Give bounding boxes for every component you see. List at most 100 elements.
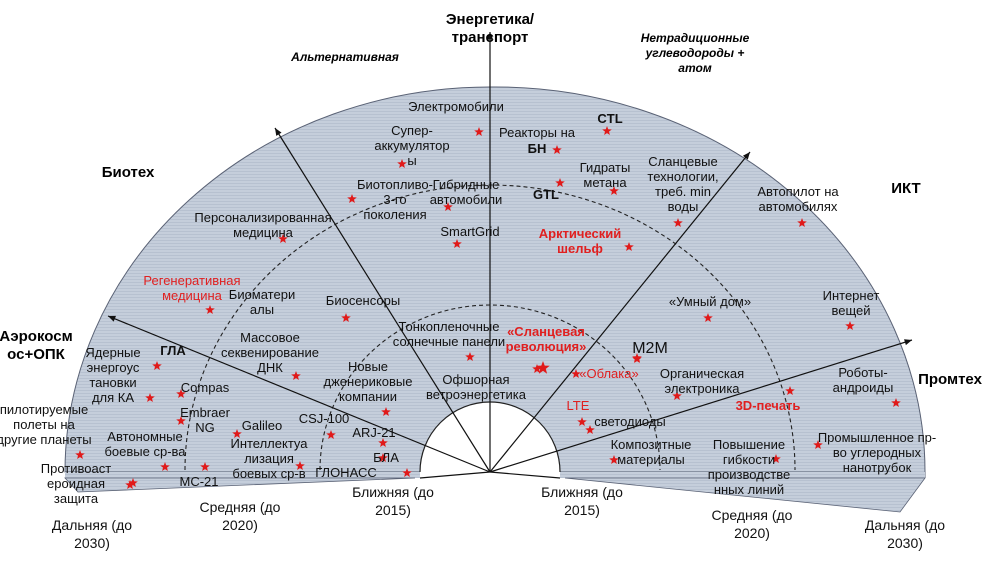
star-dna bbox=[291, 371, 301, 380]
star-shalerev bbox=[532, 364, 542, 373]
base-left bbox=[65, 472, 420, 478]
label-smartgrid: SmartGrid bbox=[440, 224, 499, 239]
label-electromobili: Электромобили bbox=[408, 99, 504, 114]
label-shale: Сланцевые технологии, треб. min воды bbox=[647, 154, 718, 214]
label-flex: Повышение гибкости производстве нных линий bbox=[708, 437, 790, 497]
label-m2m: M2M bbox=[632, 340, 668, 357]
label-reactors: Реакторы на bbox=[499, 125, 576, 140]
label-horizon-mid-left: Средняя (до 2020) bbox=[200, 499, 281, 533]
label-autoarms: Автономные боевые ср-ва bbox=[104, 429, 186, 459]
axis-aero bbox=[107, 315, 491, 473]
label-sector-nontrad: Нетрадиционные углеводороды + атом bbox=[641, 31, 750, 75]
base-right-edge bbox=[564, 477, 926, 513]
axis-right-base bbox=[489, 471, 561, 479]
star-clouds bbox=[571, 369, 581, 378]
star-bla bbox=[378, 453, 388, 462]
star-robots bbox=[891, 398, 901, 407]
star-antiast bbox=[128, 478, 138, 487]
star-arj bbox=[378, 438, 388, 447]
star-bn bbox=[552, 145, 562, 154]
label-biomat: Биоматери алы bbox=[229, 287, 295, 317]
label-horizon-near-right: Ближняя (до 2015) bbox=[541, 484, 623, 518]
label-horizon-near-left: Ближняя (до 2015) bbox=[352, 484, 434, 518]
label-ctl: CTL bbox=[597, 111, 622, 126]
label-print3d: 3D-печать bbox=[736, 398, 801, 413]
label-smarthome: «Умный дом» bbox=[669, 294, 751, 309]
label-arctic: Арктический шельф bbox=[539, 226, 622, 256]
axis-energy-head bbox=[486, 32, 494, 40]
label-csj: CSJ-100 bbox=[299, 411, 350, 426]
label-mc21: МС-21 bbox=[179, 474, 218, 489]
axis-prom bbox=[489, 339, 913, 473]
star-autopilot bbox=[797, 218, 807, 227]
star-print3d bbox=[785, 386, 795, 395]
label-nanotubes: Промышленное пр-во углеродных нанотрубок bbox=[818, 430, 936, 475]
label-newgen: Новые дженериковые компании bbox=[324, 359, 413, 404]
label-persmed: Персонализированная медицина bbox=[194, 210, 331, 240]
label-manned: пилотируемые полеты на другие планеты bbox=[0, 402, 92, 447]
star-gtl bbox=[555, 178, 565, 187]
label-sector-biotech: Биотех bbox=[102, 164, 155, 181]
label-glonass: ГЛОНАСС bbox=[315, 465, 377, 480]
star-thinfilm bbox=[465, 352, 475, 361]
star-organic bbox=[672, 391, 682, 400]
star-smarthome bbox=[703, 313, 713, 322]
axis-ict bbox=[489, 151, 751, 473]
label-sector-prom: Промтех bbox=[918, 371, 982, 388]
label-biosens: Биосенсоры bbox=[326, 293, 400, 308]
label-sector-energy: Энергетика/транспорт bbox=[446, 11, 535, 46]
star-lte bbox=[577, 417, 587, 426]
label-horizon-far-left: Дальняя (до 2030) bbox=[52, 517, 132, 551]
label-lte: LTE bbox=[567, 398, 590, 413]
star-arctic bbox=[624, 242, 634, 251]
star-superaccum bbox=[397, 159, 407, 168]
label-arj: ARJ-21 bbox=[352, 425, 395, 440]
axis-ict-head bbox=[742, 152, 750, 160]
star-hydrates bbox=[609, 186, 619, 195]
label-shalerev: «Сланцевая революция» bbox=[506, 324, 587, 354]
star-extra-2 bbox=[632, 354, 642, 363]
star-electromobili bbox=[474, 127, 484, 136]
star-glonass bbox=[402, 468, 412, 477]
label-intel: Интеллектуа лизация боевых ср-в bbox=[230, 436, 308, 481]
axis-prom-head bbox=[904, 339, 912, 346]
label-antiast: Противоаст ероидная защита bbox=[41, 461, 111, 506]
star-flex bbox=[771, 454, 781, 463]
axis-alternative-head bbox=[275, 128, 282, 136]
label-leds: светодиоды bbox=[594, 414, 666, 429]
axis-alternative bbox=[274, 127, 491, 473]
star-biofuel bbox=[347, 194, 357, 203]
star-shale bbox=[673, 218, 683, 227]
label-sector-alt: Альтернативная bbox=[290, 50, 399, 64]
star-intel bbox=[295, 461, 305, 470]
star-extra-1 bbox=[536, 361, 550, 374]
label-compas: Compas bbox=[181, 380, 230, 395]
label-horizon-mid-right: Средняя (до 2020) bbox=[712, 507, 793, 541]
label-gtl: GTL bbox=[533, 187, 559, 202]
star-embraer bbox=[176, 416, 186, 425]
label-hydrates: Гидраты метана bbox=[580, 160, 631, 190]
radar-fan-background bbox=[64, 86, 926, 519]
star-mc21 bbox=[200, 462, 210, 471]
star-leds bbox=[585, 425, 595, 434]
label-sector-aero: Аэрокосм ос+ОПК bbox=[0, 328, 73, 363]
label-bla: БЛА bbox=[373, 450, 399, 465]
star-nanotubes bbox=[813, 440, 823, 449]
star-composites bbox=[609, 455, 619, 464]
label-horizon-far-right: Дальняя (до 2030) bbox=[865, 517, 945, 551]
label-nuclear: Ядерные энергоус тановки для КА bbox=[85, 345, 140, 405]
label-iot: Интернет вещей bbox=[823, 288, 880, 318]
star-gla bbox=[152, 361, 162, 370]
label-dna: Массовое секвенирование ДНК bbox=[221, 330, 319, 375]
star-smartgrid bbox=[452, 239, 462, 248]
near-ring bbox=[319, 304, 661, 471]
label-embraer: Embraer NG bbox=[180, 405, 231, 435]
label-composites: Композитные материалы bbox=[611, 437, 692, 467]
label-hybrid: Гибридные автомобили bbox=[430, 177, 503, 207]
label-galileo: Galileo bbox=[242, 418, 282, 433]
star-galileo bbox=[232, 429, 242, 438]
label-offshore: Офшорная ветроэнергетика bbox=[426, 372, 527, 402]
star-biosens bbox=[341, 313, 351, 322]
